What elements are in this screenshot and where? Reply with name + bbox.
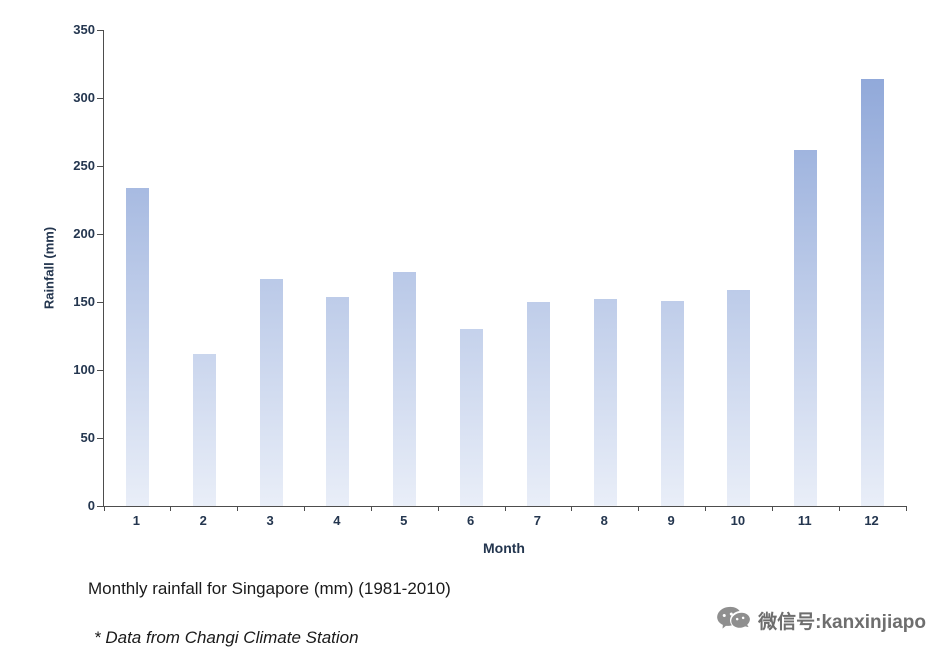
y-axis-tick-labels: 0 50 100 150 200 250 300 350 — [45, 22, 95, 513]
y-tick-mark — [97, 97, 103, 99]
watermark-text: 微信号:kanxinjiapo — [758, 611, 926, 633]
x-tick-label-6: 6 — [466, 513, 475, 528]
y-tick-label-150: 150 — [73, 294, 95, 309]
x-tick-label-2: 2 — [199, 513, 207, 528]
y-tick-label-0: 0 — [87, 498, 95, 513]
y-tick-label-250: 250 — [73, 158, 95, 173]
x-tick-mark — [504, 506, 506, 511]
watermark: 微信号:kanxinjiapo — [716, 604, 926, 636]
x-tick-mark — [170, 506, 172, 511]
chart-caption: Monthly rainfall for Singapore (mm) (198… — [88, 579, 451, 598]
x-tick-mark — [905, 506, 907, 511]
y-tick-mark — [97, 505, 103, 507]
y-tick-label-200: 200 — [73, 226, 95, 241]
x-tick-mark — [638, 506, 640, 511]
bar-month-1 — [125, 187, 149, 506]
bar-month-7 — [526, 302, 550, 506]
x-tick-mark — [838, 506, 840, 511]
x-tick-mark — [437, 506, 439, 511]
x-tick-label-1: 1 — [132, 513, 141, 528]
y-tick-mark — [97, 369, 103, 371]
plot-area — [97, 29, 907, 511]
x-tick-mark — [571, 506, 573, 511]
x-tick-label-4: 4 — [333, 513, 341, 528]
x-tick-mark — [304, 506, 305, 511]
x-tick-label-7: 7 — [533, 513, 542, 528]
bar-month-2 — [192, 353, 216, 506]
x-tick-mark — [771, 506, 773, 511]
wechat-icon — [717, 606, 751, 629]
x-tick-mark — [370, 506, 372, 511]
y-tick-label-50: 50 — [80, 430, 95, 445]
x-tick-label-10: 10 — [730, 513, 746, 528]
chart-footnote: * Data from Changi Climate Station — [94, 628, 359, 647]
x-tick-mark — [705, 506, 706, 511]
bar-month-12 — [861, 78, 885, 506]
x-axis-title: Month — [483, 540, 525, 556]
bar-month-3 — [259, 278, 283, 506]
bar-month-11 — [794, 149, 818, 506]
bar-month-6 — [460, 329, 484, 506]
y-tick-mark — [97, 29, 103, 31]
x-axis-tick-labels: 1 2 3 4 5 6 7 8 9 10 11 12 — [103, 513, 905, 531]
bar-month-9 — [660, 300, 684, 506]
x-tick-label-5: 5 — [400, 513, 408, 528]
y-tick-mark — [97, 437, 103, 439]
y-tick-label-350: 350 — [73, 22, 95, 37]
bar-month-5 — [393, 272, 417, 506]
bar-month-10 — [727, 289, 751, 506]
x-tick-label-11: 11 — [797, 513, 812, 528]
bar-month-8 — [593, 299, 617, 506]
y-tick-label-100: 100 — [73, 362, 95, 377]
y-tick-mark — [97, 301, 103, 303]
x-tick-label-3: 3 — [266, 513, 274, 528]
bar-month-4 — [326, 296, 350, 506]
x-tick-label-12: 12 — [864, 513, 879, 528]
y-tick-mark — [97, 233, 103, 235]
x-tick-mark — [103, 506, 105, 511]
x-tick-label-9: 9 — [667, 513, 675, 528]
x-tick-mark — [237, 506, 239, 511]
x-tick-label-8: 8 — [600, 513, 608, 528]
y-tick-label-300: 300 — [73, 90, 95, 105]
y-tick-mark — [97, 165, 103, 167]
